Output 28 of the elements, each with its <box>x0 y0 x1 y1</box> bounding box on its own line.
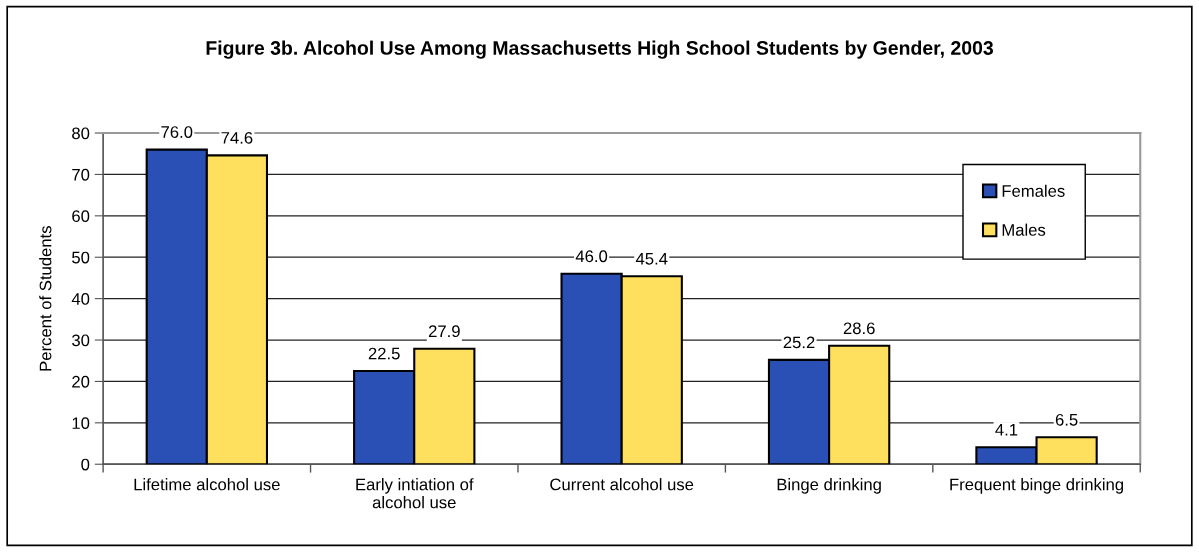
y-tick-label: 10 <box>72 417 90 430</box>
y-tick-label: 40 <box>71 293 90 305</box>
data-label: 45.4 <box>635 253 668 265</box>
data-label: 46.0 <box>575 250 608 263</box>
data-label: 6.5 <box>1055 413 1078 426</box>
data-label: 4.1 <box>995 424 1018 436</box>
y-axis-title: Percent of Students <box>39 226 52 371</box>
x-tick-label: Frequent binge drinking <box>950 478 1124 494</box>
y-tick-label: 70 <box>72 168 90 181</box>
data-label: 76.0 <box>161 126 193 138</box>
x-tick-label: Early intiation of alcohol use <box>356 478 474 509</box>
y-tick-label: 50 <box>72 251 90 264</box>
x-tick-label: Current alcohol use <box>550 478 694 491</box>
data-label: 74.6 <box>221 131 253 144</box>
legend-label: Females <box>1002 184 1065 197</box>
data-label: 27.9 <box>428 325 460 338</box>
x-tick-label: Lifetime alcohol use <box>134 478 280 491</box>
chart-title: Figure 3b. Alcohol Use Among Massachusetts High School Students by Gender, 2003 <box>206 40 994 59</box>
data-label: 28.6 <box>843 322 875 335</box>
y-tick-label: 20 <box>72 375 90 388</box>
data-label: 22.5 <box>368 347 400 360</box>
data-label: 25.2 <box>783 336 815 349</box>
x-tick-label: Binge drinking <box>777 478 881 494</box>
y-tick-label: 80 <box>72 127 90 140</box>
y-tick-label: 60 <box>72 210 90 223</box>
y-tick-label: 30 <box>72 334 90 347</box>
y-tick-label: 0 <box>81 458 90 471</box>
legend-label: Males <box>1002 223 1046 236</box>
